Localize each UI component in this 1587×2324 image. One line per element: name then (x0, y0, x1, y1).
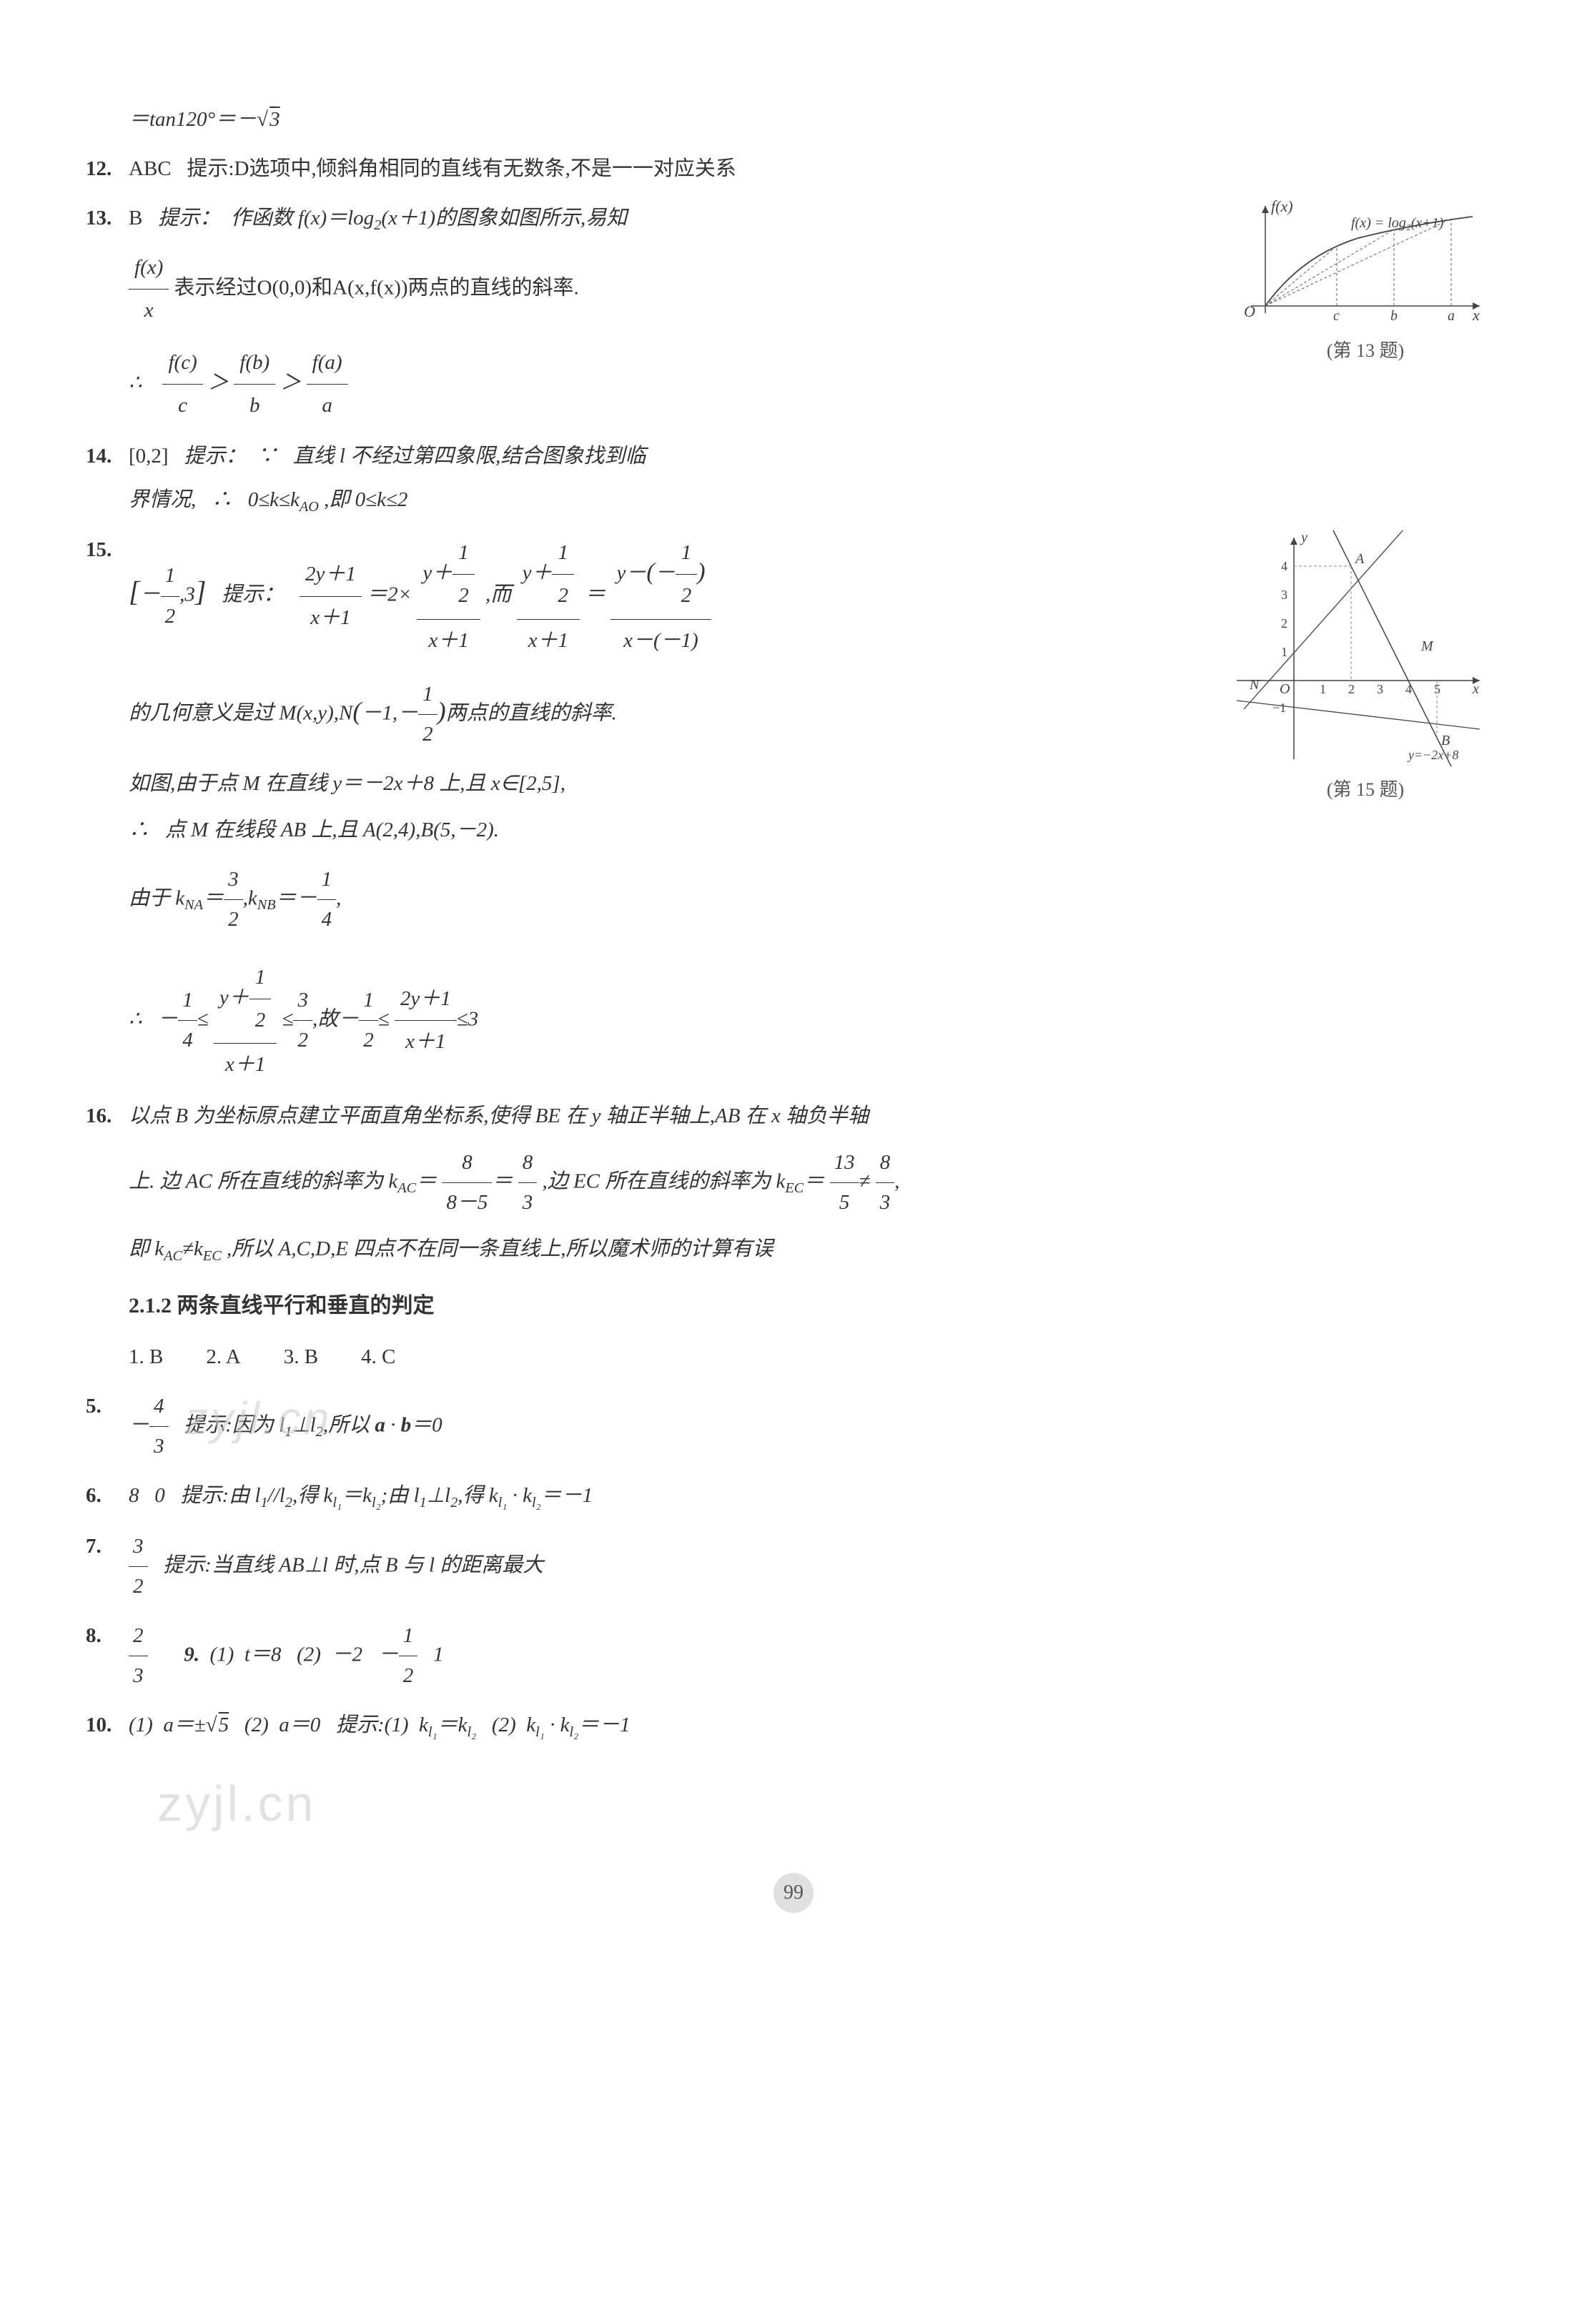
q8-num: 8. (86, 1616, 129, 1656)
q16-num: 16. (86, 1097, 129, 1136)
q12-num: 12. (86, 149, 129, 189)
q8-9-content: 23 9. (1) t＝8 (2) －2 －12 1 (129, 1616, 1501, 1696)
q7: 7. 32 提示:当直线 AB⊥l 时,点 B 与 l 的距离最大 (86, 1527, 1501, 1606)
q5-num: 5. (86, 1387, 129, 1426)
svg-text:M: M (1420, 638, 1434, 654)
svg-text:1: 1 (1320, 682, 1326, 696)
q15-content: [－12,3] 提示： 2y＋1x＋1 ＝2× y＋12x＋1 ,而 y＋12x… (129, 530, 1215, 1086)
q13-content: B 提示： 作函数 f(x)＝log2(x＋1)的图象如图所示,易知 f(x)x… (129, 199, 1215, 427)
svg-text:3: 3 (1377, 682, 1383, 696)
svg-text:3: 3 (1281, 588, 1287, 602)
svg-text:x: x (1472, 681, 1479, 697)
svg-text:O: O (1280, 681, 1290, 697)
svg-text:a: a (1448, 308, 1455, 324)
q15-chart: O x y 1 2 3 4 5 1 2 3 4 −1 A B M N (1230, 530, 1487, 766)
q13-line3: ∴ f(c)c ＞ f(b)b ＞ f(a)a (129, 342, 1215, 427)
q5: 5. －43 提示:因为 l1⊥l2,所以 a · b＝0 zyjl.cn (86, 1387, 1501, 1466)
svg-text:−1: −1 (1272, 701, 1286, 715)
q14-num: 14. (86, 437, 129, 476)
svg-text:2: 2 (1281, 616, 1287, 631)
svg-text:b: b (1390, 308, 1398, 324)
q16: 16. 以点 B 为坐标原点建立平面直角坐标系,使得 BE 在 y 轴正半轴上,… (86, 1097, 1501, 1270)
q15: 15. [－12,3] 提示： 2y＋1x＋1 ＝2× y＋12x＋1 ,而 y… (86, 530, 1501, 1086)
svg-text:c: c (1333, 308, 1340, 324)
q15-l1: [－12,3] 提示： 2y＋1x＋1 ＝2× y＋12x＋1 ,而 y＋12x… (129, 530, 1215, 661)
svg-text:N: N (1249, 677, 1260, 693)
q7-num: 7. (86, 1527, 129, 1566)
svg-text:5: 5 (1434, 682, 1440, 696)
q10-content: (1) a＝±√5 (2) a＝0 提示:(1) kl₁＝kl₂ (2) kl₁… (129, 1706, 1501, 1746)
q7-content: 32 提示:当直线 AB⊥l 时,点 B 与 l 的距离最大 (129, 1527, 1501, 1606)
a4: 4. C (361, 1337, 395, 1377)
page-number: 99 (86, 1873, 1501, 1913)
q5-content: －43 提示:因为 l1⊥l2,所以 a · b＝0 zyjl.cn (129, 1387, 1501, 1466)
q13: 13. B 提示： 作函数 f(x)＝log2(x＋1)的图象如图所示,易知 f… (86, 199, 1501, 427)
q13-caption: (第 13 题) (1230, 333, 1501, 368)
section-title: 2.1.2 两条直线平行和垂直的判定 (129, 1285, 1501, 1326)
q16-l3: 即 kAC≠kEC ,所以 A,C,D,E 四点不在同一条直线上,所以魔术师的计… (129, 1230, 1501, 1270)
svg-text:x: x (1472, 306, 1480, 324)
q12-content: ABC 提示:D选项中,倾斜角相同的直线有无数条,不是一一对应关系 (129, 149, 1501, 189)
svg-text:2: 2 (1348, 682, 1355, 696)
svg-text:A: A (1354, 551, 1365, 567)
q16-l2: 上. 边 AC 所在直线的斜率为 kAC＝ 88－5＝ 83 ,边 EC 所在直… (129, 1143, 1501, 1222)
q15-figure: O x y 1 2 3 4 5 1 2 3 4 −1 A B M N (1230, 530, 1501, 807)
q12-hint: 提示:D选项中,倾斜角相同的直线有无数条,不是一一对应关系 (187, 157, 736, 180)
q14-l1: 提示： ∵ 直线 l 不经过第四象限,结合图象找到临 (184, 445, 646, 468)
q12: 12. ABC 提示:D选项中,倾斜角相同的直线有无数条,不是一一对应关系 (86, 149, 1501, 189)
q8-9: 8. 23 9. (1) t＝8 (2) －2 －12 1 (86, 1616, 1501, 1696)
q14-content: [0,2] 提示： ∵ 直线 l 不经过第四象限,结合图象找到临 界情况, ∴ … (129, 437, 1501, 520)
svg-text:4: 4 (1405, 682, 1412, 696)
q14: 14. [0,2] 提示： ∵ 直线 l 不经过第四象限,结合图象找到临 界情况… (86, 437, 1501, 520)
q14-ans: [0,2] (129, 445, 169, 468)
q16-content: 以点 B 为坐标原点建立平面直角坐标系,使得 BE 在 y 轴正半轴上,AB 在… (129, 1097, 1501, 1270)
q13-line1: B 提示： 作函数 f(x)＝log2(x＋1)的图象如图所示,易知 (129, 199, 1215, 239)
q11-text: ＝tan120°＝－√3 (129, 100, 280, 139)
q15-l2: 的几何意义是过 M(x,y),N(－1,－12)两点的直线的斜率. (129, 675, 1215, 754)
svg-text:f(x): f(x) (1271, 199, 1293, 215)
a2: 2. A (206, 1337, 240, 1377)
q12-ans: ABC (129, 157, 172, 180)
q15-l4: ∴ 点 M 在线段 AB 上,且 A(2,4),B(5,－2). (129, 811, 1215, 850)
a1: 1. B (129, 1337, 163, 1377)
watermark-bottom: zyjl.cn (157, 1756, 1501, 1851)
a3: 3. B (284, 1337, 318, 1377)
q13-line2: f(x)x 表示经过O(0,0)和A(x,f(x))两点的直线的斜率. (129, 247, 1215, 332)
q15-l3: 如图,由于点 M 在直线 y＝－2x＋8 上,且 x∈[2,5], (129, 764, 1215, 803)
q15-l5: 由于 kNA＝32,kNB＝－14, (129, 860, 1215, 939)
q6-num: 6. (86, 1476, 129, 1515)
q15-l6: ∴ －14≤ y＋12x＋1 ≤32,故－12≤ 2y＋1x＋1≤3 (129, 955, 1215, 1086)
q14-l2: 界情况, ∴ 0≤k≤kAO ,即 0≤k≤2 (129, 480, 1501, 520)
svg-text:y=−2x+8: y=−2x+8 (1407, 748, 1458, 762)
q11-continuation: ＝tan120°＝－√3 (86, 100, 1501, 139)
q10-num: 10. (86, 1706, 129, 1745)
q6-content: 8 0 提示:由 l1//l2,得 kl₁＝kl₂;由 l1⊥l2,得 kl₁ … (129, 1476, 1501, 1516)
svg-text:O: O (1244, 302, 1255, 320)
q16-l1: 以点 B 为坐标原点建立平面直角坐标系,使得 BE 在 y 轴正半轴上,AB 在… (129, 1097, 1501, 1136)
svg-text:1: 1 (1281, 645, 1287, 659)
page-badge: 99 (773, 1873, 814, 1913)
q6: 6. 8 0 提示:由 l1//l2,得 kl₁＝kl₂;由 l1⊥l2,得 k… (86, 1476, 1501, 1516)
q13-hint2: 表示经过O(0,0)和A(x,f(x))两点的直线的斜率. (174, 276, 579, 299)
q10: 10. (1) a＝±√5 (2) a＝0 提示:(1) kl₁＝kl₂ (2)… (86, 1706, 1501, 1746)
svg-text:y: y (1300, 530, 1307, 545)
q15-num: 15. (86, 530, 129, 570)
q13-num: 13. (86, 199, 129, 238)
q13-figure: O x f(x) f(x) = log₂(x+1) c b a (第 13 题) (1230, 199, 1501, 368)
svg-text:4: 4 (1281, 559, 1287, 573)
answers-1-4: 1. B 2. A 3. B 4. C (129, 1337, 1501, 1377)
svg-text:B: B (1441, 733, 1450, 748)
q13-ans: B (129, 207, 142, 229)
q13-chart: O x f(x) f(x) = log₂(x+1) c b a (1230, 199, 1487, 327)
q13-hint1: 提示： 作函数 f(x)＝log2(x＋1)的图象如图所示,易知 (158, 207, 627, 229)
q15-caption: (第 15 题) (1230, 772, 1501, 807)
